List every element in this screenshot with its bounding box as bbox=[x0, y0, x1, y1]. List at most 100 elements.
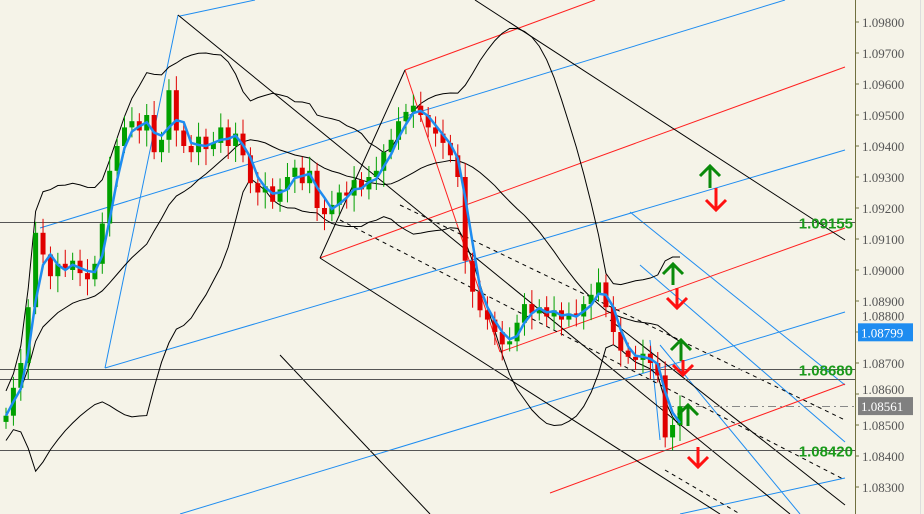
axis-tick-label: 1.08700 bbox=[862, 356, 904, 371]
bollinger-upper-band bbox=[5, 27, 681, 392]
trendline-black[interactable] bbox=[319, 257, 721, 514]
trendline-blue[interactable] bbox=[629, 211, 846, 386]
candle-bull bbox=[536, 307, 542, 314]
candle-bear bbox=[344, 192, 350, 196]
candle-bear bbox=[462, 177, 468, 261]
axis-tick-label: 1.09300 bbox=[862, 170, 904, 185]
trendline-black[interactable] bbox=[609, 319, 846, 506]
axis-tick-label: 1.09400 bbox=[862, 139, 904, 154]
trendline-blue[interactable] bbox=[639, 264, 846, 443]
arrow-up-icon bbox=[661, 261, 685, 285]
candle-bull bbox=[677, 406, 683, 425]
signal-arrows bbox=[661, 163, 728, 470]
trendline-blue[interactable] bbox=[179, 311, 846, 514]
arrow-up-icon bbox=[669, 337, 693, 361]
axis-tick-label: 1.09600 bbox=[862, 77, 904, 92]
candle-bull bbox=[403, 111, 409, 122]
trendline-red[interactable] bbox=[499, 227, 846, 353]
candle-bear bbox=[181, 130, 187, 146]
candle-bear bbox=[440, 133, 446, 143]
candle-bull bbox=[507, 341, 513, 345]
candle-bear bbox=[47, 254, 53, 277]
trendline-black-dashed[interactable] bbox=[339, 219, 846, 481]
candle-bear bbox=[499, 332, 505, 345]
trendline-blue[interactable] bbox=[104, 14, 179, 369]
axis-tick-label: 1.08400 bbox=[862, 449, 904, 464]
candle-bear bbox=[455, 155, 461, 177]
level-label: 1.08420 bbox=[799, 444, 853, 461]
candle-bear bbox=[484, 310, 490, 320]
candle-bull bbox=[166, 90, 172, 140]
candle-bull bbox=[373, 170, 379, 177]
trendline-blue[interactable] bbox=[179, 0, 256, 17]
candle-bear bbox=[255, 183, 261, 193]
level-label: 1.08680 bbox=[799, 363, 853, 380]
candle-bear bbox=[655, 363, 661, 376]
candle-bull bbox=[410, 105, 416, 112]
candle-bear bbox=[610, 307, 616, 332]
candle-bull bbox=[18, 363, 24, 388]
candle-bull bbox=[262, 186, 268, 193]
trendline-black[interactable] bbox=[474, 0, 846, 241]
axis-tick-label: 1.08600 bbox=[862, 382, 904, 397]
candle-bear bbox=[321, 208, 327, 215]
trendline-black[interactable] bbox=[177, 14, 791, 514]
trendline-black-dashed[interactable] bbox=[664, 469, 741, 514]
moving-average bbox=[4, 109, 682, 424]
candle-bear bbox=[477, 291, 483, 311]
candle-bear bbox=[84, 273, 90, 280]
candle-bull bbox=[566, 313, 572, 320]
candle-bull bbox=[55, 263, 61, 277]
trendline-blue[interactable] bbox=[679, 477, 846, 514]
candle-bull bbox=[3, 415, 9, 422]
candle-bull bbox=[99, 223, 105, 264]
trendline-black[interactable] bbox=[279, 354, 431, 514]
candle-bear bbox=[188, 146, 194, 153]
candle-bull bbox=[233, 133, 239, 146]
candle-bear bbox=[662, 375, 668, 438]
axis-tick-label: 1.09500 bbox=[862, 108, 904, 123]
candle-bull bbox=[396, 121, 402, 140]
candle-bull bbox=[521, 304, 527, 323]
candle-bear bbox=[492, 319, 498, 332]
candle-bull bbox=[107, 170, 113, 224]
candle-bull bbox=[33, 232, 39, 308]
candle-bear bbox=[247, 155, 253, 184]
candles bbox=[3, 76, 683, 451]
candle-bear bbox=[225, 127, 231, 146]
arrow-up-icon bbox=[698, 163, 722, 188]
candle-bull bbox=[25, 307, 31, 363]
arrow-up-icon bbox=[676, 402, 700, 426]
ma-line bbox=[4, 109, 682, 424]
candle-bull bbox=[210, 142, 216, 150]
axis-tick-label: 1.08800 bbox=[862, 308, 904, 323]
trendline-red[interactable] bbox=[319, 66, 846, 259]
candle-bull bbox=[670, 425, 676, 438]
candle-bear bbox=[359, 180, 365, 190]
candle-bear bbox=[173, 90, 179, 131]
candle-bull bbox=[292, 167, 298, 177]
candle-bear bbox=[573, 313, 579, 317]
bollinger-lower-band bbox=[5, 177, 681, 473]
axis-tick-label: 1.09700 bbox=[862, 46, 904, 61]
candle-bear bbox=[529, 304, 535, 314]
trendline-black-dashed[interactable] bbox=[399, 204, 846, 421]
candle-bull bbox=[588, 294, 594, 305]
candle-bear bbox=[447, 142, 453, 156]
trendline-black[interactable] bbox=[319, 69, 406, 259]
candle-bull bbox=[596, 282, 602, 295]
horizontal-levels: 1.09155 1.08680 1.08420 bbox=[0, 216, 855, 461]
marker-price-label: 1.08799 bbox=[861, 325, 903, 340]
bollinger-bands bbox=[5, 27, 681, 473]
axis-tick-label: 1.09800 bbox=[862, 15, 904, 30]
candle-bull bbox=[381, 152, 387, 171]
candle-bear bbox=[470, 260, 476, 292]
candle-bear bbox=[203, 136, 209, 150]
bid-price-tag bbox=[858, 397, 913, 416]
axis-tick-label: 1.09100 bbox=[862, 232, 904, 247]
candle-bull bbox=[551, 310, 557, 317]
arrow-down-icon bbox=[686, 447, 710, 470]
candle-bull bbox=[277, 189, 283, 202]
